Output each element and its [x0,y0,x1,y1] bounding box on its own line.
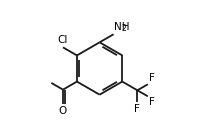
Text: F: F [148,97,154,107]
Text: O: O [59,106,67,116]
Text: Cl: Cl [57,35,68,45]
Text: F: F [148,73,154,83]
Text: 2: 2 [121,24,126,33]
Text: NH: NH [114,22,130,32]
Text: F: F [135,104,140,114]
